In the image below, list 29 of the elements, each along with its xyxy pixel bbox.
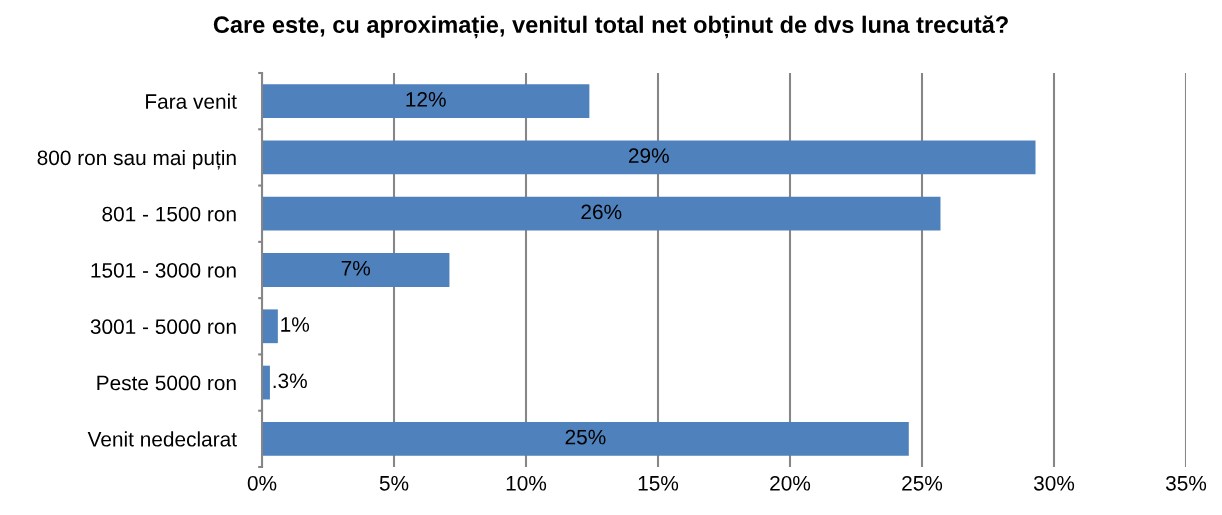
bar bbox=[262, 253, 450, 287]
x-tick-label: 5% bbox=[379, 475, 409, 491]
x-tick-label: 35% bbox=[1165, 475, 1207, 491]
y-tick-label: 3001 - 5000 ron bbox=[90, 319, 236, 335]
y-tick-label: 801 - 1500 ron bbox=[102, 206, 236, 222]
x-tick-label: 20% bbox=[770, 475, 811, 491]
bar bbox=[262, 421, 909, 456]
data-label: 25% bbox=[565, 429, 606, 445]
x-tick-label: 10% bbox=[506, 475, 547, 491]
data-label: 1% bbox=[281, 317, 310, 332]
data-label: .3% bbox=[273, 373, 307, 389]
bar bbox=[262, 84, 590, 119]
chart-title: Care este, cu aproximație, venitul total net obținut de dvs luna trecută? bbox=[213, 15, 1008, 39]
data-label: 29% bbox=[628, 148, 669, 164]
y-tick-label: Venit nedeclarat bbox=[87, 431, 237, 447]
bar bbox=[262, 140, 1036, 175]
data-label: 7% bbox=[341, 260, 371, 276]
data-label: 26% bbox=[581, 204, 622, 220]
x-tick-label: 0% bbox=[247, 475, 277, 491]
y-tick-label: 1501 - 3000 ron bbox=[91, 263, 236, 278]
x-tick-label: 25% bbox=[902, 475, 943, 491]
y-tick-label: Fara venit bbox=[146, 93, 237, 109]
y-tick-label: 800 ron sau mai puțin bbox=[37, 149, 236, 170]
x-tick-label: 15% bbox=[638, 475, 679, 491]
bar bbox=[262, 309, 278, 344]
x-tick-label: 30% bbox=[1033, 475, 1075, 491]
data-label: 12% bbox=[406, 91, 446, 107]
bar bbox=[262, 196, 941, 231]
y-tick-label: Peste 5000 ron bbox=[97, 375, 236, 391]
